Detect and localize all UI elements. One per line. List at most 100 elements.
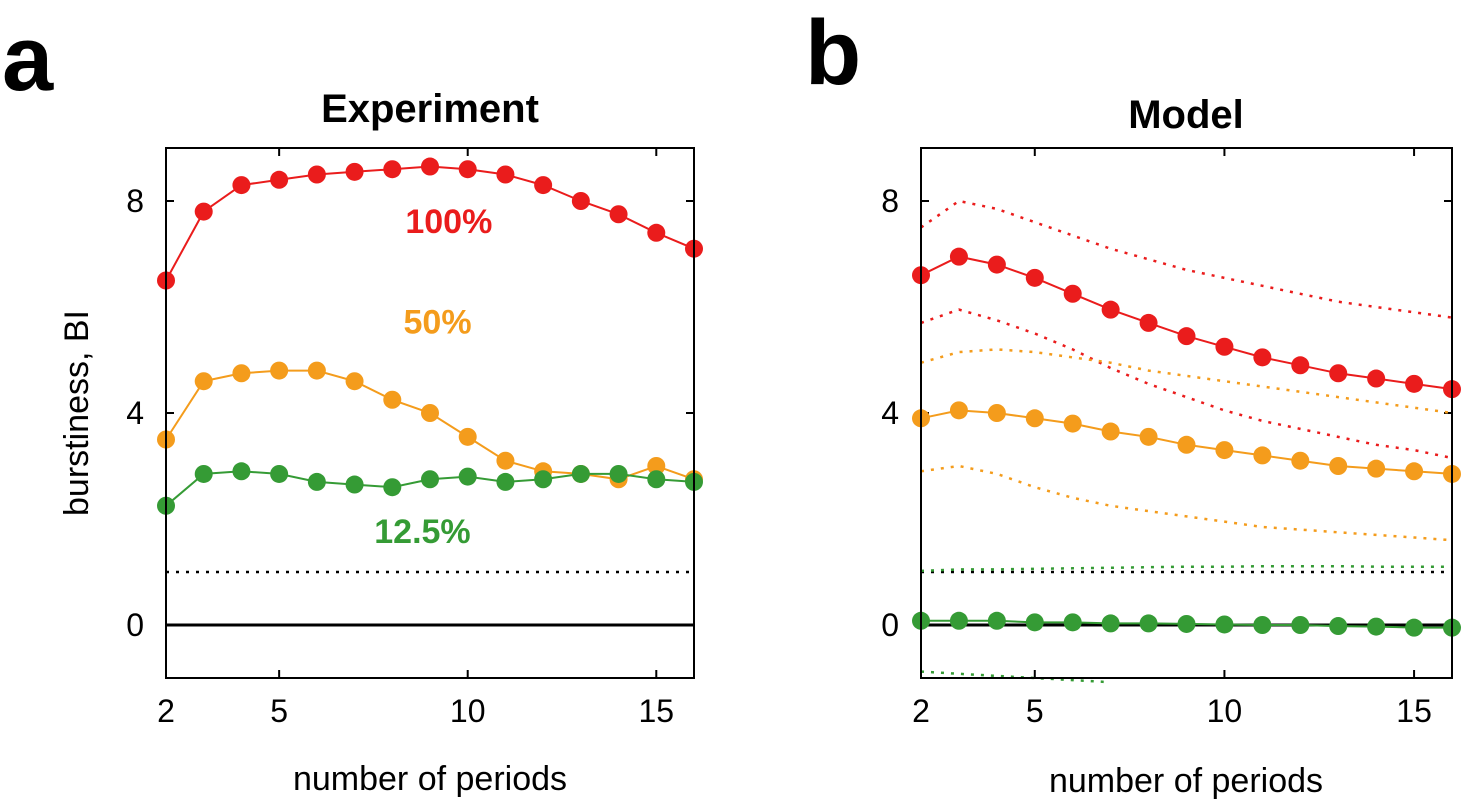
data-point	[949, 247, 968, 266]
data-point	[307, 165, 326, 184]
data-point	[1025, 268, 1044, 287]
data-point	[1177, 327, 1196, 346]
data-point	[232, 364, 251, 383]
x-tick-label: 15	[1396, 693, 1432, 729]
data-point	[232, 462, 251, 481]
data-point	[1101, 422, 1120, 441]
y-tick-label: 8	[126, 183, 144, 219]
plot-frame	[920, 147, 1453, 679]
data-point	[1405, 618, 1424, 637]
data-point	[571, 192, 590, 210]
data-point	[534, 176, 553, 195]
data-point	[421, 157, 439, 176]
data-point	[609, 205, 628, 224]
y-tick-label: 0	[881, 607, 899, 643]
data-point	[194, 464, 213, 483]
data-point	[1329, 457, 1348, 475]
data-point	[1101, 614, 1120, 633]
y-tick-label: 8	[881, 183, 899, 219]
data-point	[1101, 300, 1120, 319]
data-point	[1063, 284, 1082, 303]
data-point	[1253, 348, 1272, 367]
band-upper-line	[920, 564, 1452, 573]
data-point	[1329, 364, 1348, 383]
x-tick-label: 5	[1026, 693, 1044, 729]
data-point	[1177, 614, 1196, 633]
data-point	[383, 390, 402, 409]
x-tick-label: 2	[912, 693, 930, 729]
data-point	[1025, 409, 1044, 428]
data-point	[1405, 462, 1424, 481]
data-point	[421, 470, 439, 489]
data-point	[987, 255, 1006, 274]
data-point	[987, 611, 1006, 630]
x-tick-label: 10	[1207, 693, 1243, 729]
x-tick-label: 5	[270, 693, 288, 729]
data-point	[1215, 615, 1234, 634]
data-point	[458, 467, 477, 486]
data-point	[1291, 356, 1310, 375]
data-point	[270, 464, 289, 483]
series-line	[920, 255, 1453, 391]
data-point	[1139, 313, 1158, 332]
data-point	[345, 372, 364, 391]
data-point	[534, 470, 553, 489]
data-point	[232, 176, 251, 195]
data-point	[496, 451, 515, 470]
data-point	[1177, 435, 1196, 454]
data-point	[571, 464, 590, 483]
data-point	[949, 611, 968, 630]
data-point	[1253, 616, 1272, 634]
series-label: 12.5%	[374, 513, 470, 551]
data-point	[194, 202, 213, 221]
x-axis-label: number of periods	[293, 760, 567, 798]
data-point	[421, 404, 439, 422]
panel-letter-a: a	[2, 8, 54, 110]
chart-title: Model	[1128, 93, 1244, 137]
data-point	[1367, 369, 1386, 388]
data-point	[1367, 459, 1386, 478]
data-point	[307, 361, 326, 380]
data-point	[1139, 427, 1158, 446]
data-point	[1329, 617, 1348, 636]
data-point	[307, 472, 326, 491]
data-point	[949, 401, 968, 420]
experiment-chart: Experiment number of periods burstiness,…	[58, 87, 703, 798]
panel-letter-b: b	[805, 2, 861, 104]
data-point	[383, 478, 402, 497]
data-point	[1139, 614, 1158, 633]
data-point	[647, 223, 666, 242]
data-point	[345, 475, 364, 494]
data-point	[496, 165, 515, 184]
data-point	[1367, 617, 1386, 636]
y-axis-label: burstiness, BI	[58, 310, 96, 516]
data-point	[194, 372, 213, 391]
data-point	[1063, 613, 1082, 632]
model-chart: Model number of periods 2 5 10 15 0 4 8	[881, 93, 1461, 800]
data-point	[1253, 446, 1272, 465]
data-point	[458, 160, 477, 179]
series-line	[165, 369, 695, 481]
data-point	[270, 170, 289, 189]
data-point	[647, 457, 666, 475]
data-point	[1405, 374, 1424, 393]
data-point	[345, 162, 364, 181]
series-label: 100%	[405, 203, 492, 241]
band-lower-line	[920, 670, 1111, 684]
data-point	[458, 427, 477, 446]
data-point	[1215, 441, 1234, 460]
y-tick-label: 0	[126, 607, 144, 643]
data-point	[383, 160, 402, 179]
band-lower-line	[920, 464, 1453, 542]
data-point	[987, 404, 1006, 422]
series-label: 50%	[404, 304, 472, 342]
x-tick-label: 2	[157, 693, 175, 729]
data-point	[1215, 337, 1234, 356]
y-tick-label: 4	[881, 395, 899, 431]
data-point	[609, 464, 628, 483]
band-upper-line	[920, 348, 1453, 415]
data-point	[1025, 613, 1044, 632]
plot-area: 2 5 10 15 0 4 8 100% 50% 12.5%	[126, 147, 703, 729]
x-tick-label: 15	[638, 693, 674, 729]
